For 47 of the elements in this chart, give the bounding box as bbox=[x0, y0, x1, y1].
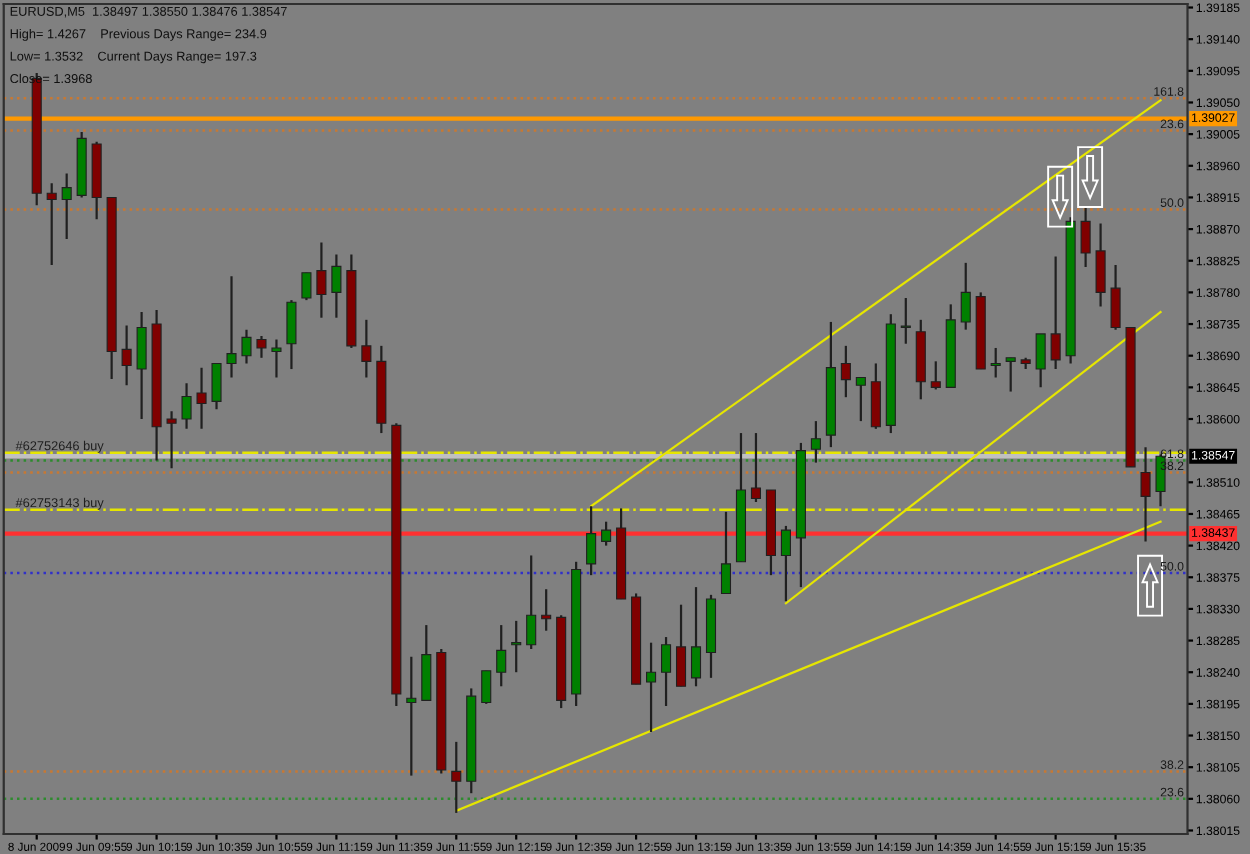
candlestick bbox=[780, 524, 791, 603]
candlestick bbox=[136, 310, 147, 421]
candlestick bbox=[990, 346, 1001, 379]
candlestick bbox=[675, 603, 687, 688]
candlestick bbox=[421, 623, 432, 702]
candlestick bbox=[331, 253, 342, 319]
candlestick bbox=[121, 324, 132, 387]
candlestick bbox=[720, 510, 732, 595]
candlestick bbox=[196, 366, 207, 430]
candlestick bbox=[316, 241, 327, 319]
candlestick bbox=[166, 410, 177, 470]
candlestick bbox=[511, 619, 522, 674]
candlestick bbox=[271, 338, 282, 379]
candlestick bbox=[256, 334, 267, 359]
candlestick bbox=[960, 261, 971, 331]
candlestick bbox=[1050, 255, 1061, 371]
candlestick bbox=[1005, 356, 1016, 393]
candlestick bbox=[1035, 332, 1046, 389]
candlestick bbox=[601, 520, 612, 547]
candlestick bbox=[646, 641, 657, 734]
candlestick bbox=[1080, 206, 1091, 269]
candlestick bbox=[451, 740, 462, 815]
candlestick bbox=[61, 172, 72, 241]
candlestick bbox=[46, 182, 57, 267]
candlestick bbox=[481, 669, 492, 705]
candlestick bbox=[810, 420, 821, 464]
candlestick bbox=[661, 635, 672, 708]
candlestick bbox=[526, 554, 537, 651]
candlestick bbox=[181, 382, 192, 430]
candlestick bbox=[690, 586, 702, 688]
candlestick bbox=[1140, 446, 1151, 543]
candlestick bbox=[301, 271, 312, 302]
candlestick bbox=[1110, 263, 1121, 331]
candlestick bbox=[930, 360, 941, 391]
candlestick bbox=[840, 344, 851, 399]
candlestick bbox=[1095, 222, 1106, 308]
candlestick bbox=[286, 299, 297, 371]
candlestick bbox=[211, 362, 222, 411]
candlestick bbox=[361, 318, 372, 379]
candlestick bbox=[226, 275, 237, 379]
candlestick bbox=[241, 328, 252, 365]
candlestick bbox=[870, 362, 881, 430]
candlestick bbox=[496, 623, 507, 688]
candlestick bbox=[586, 505, 597, 577]
candlestick bbox=[406, 655, 417, 777]
candlestick bbox=[750, 431, 762, 504]
candlestick bbox=[855, 376, 866, 423]
